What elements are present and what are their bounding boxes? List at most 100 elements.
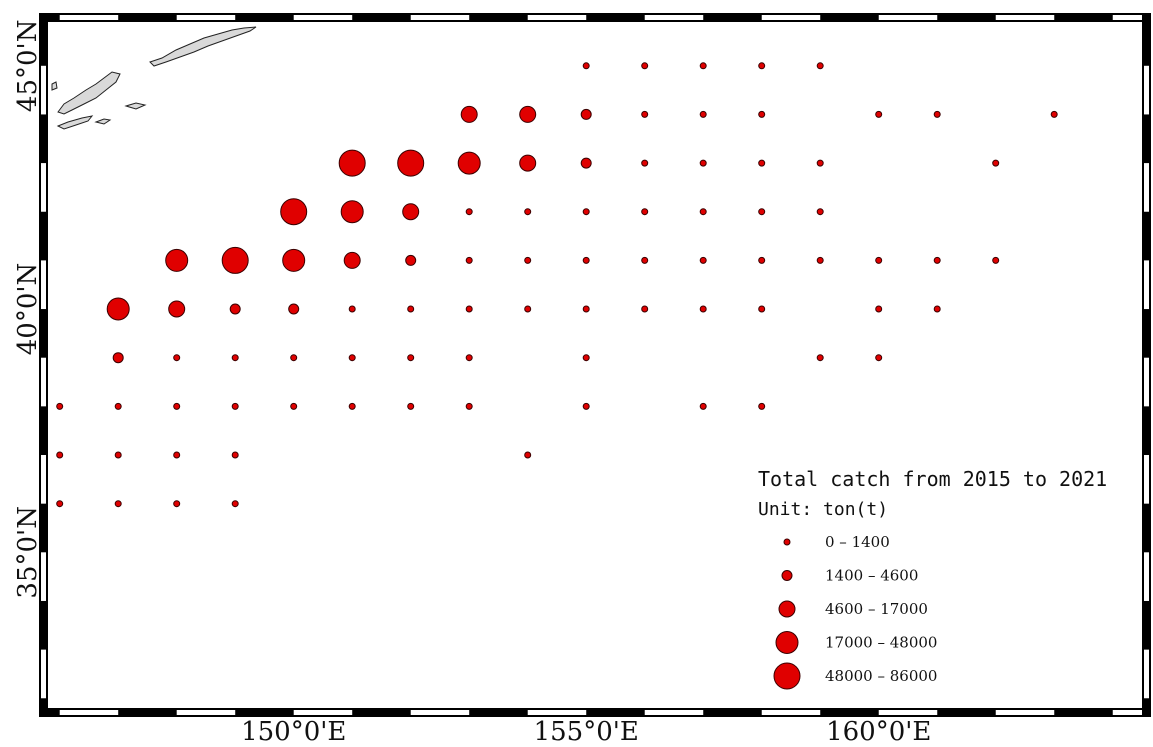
catch-marker-55 xyxy=(465,305,473,313)
catch-marker-69 xyxy=(465,354,473,362)
frame-segment xyxy=(41,163,46,212)
legend-range-label: 48000 – 86000 xyxy=(825,667,937,685)
catch-marker-50 xyxy=(168,300,186,318)
frame-segment xyxy=(761,15,821,20)
frame-segment xyxy=(1112,15,1142,20)
legend-range-label: 17000 – 48000 xyxy=(825,634,937,652)
catch-marker-8 xyxy=(641,110,649,118)
catch-marker-28 xyxy=(524,208,532,216)
frame-segment xyxy=(527,710,587,715)
frame-segment xyxy=(761,710,821,715)
catch-marker-39 xyxy=(465,256,473,264)
catch-marker-45 xyxy=(816,256,824,264)
catch-marker-64 xyxy=(173,354,181,362)
catch-marker-76 xyxy=(231,402,239,410)
catch-marker-84 xyxy=(56,451,64,459)
catch-marker-71 xyxy=(816,354,824,362)
catch-marker-46 xyxy=(875,256,883,264)
catch-marker-77 xyxy=(290,402,298,410)
catch-marker-68 xyxy=(407,354,415,362)
catch-marker-27 xyxy=(465,208,473,216)
catch-marker-91 xyxy=(173,500,181,508)
catch-marker-66 xyxy=(290,354,298,362)
catch-markers xyxy=(56,62,1058,508)
catch-marker-43 xyxy=(699,256,707,264)
catch-marker-4 xyxy=(816,62,824,70)
catch-marker-7 xyxy=(580,108,592,120)
catch-marker-70 xyxy=(582,354,590,362)
map-panel xyxy=(48,22,1142,708)
frame-segment xyxy=(41,357,46,407)
frame-segment xyxy=(878,710,938,715)
catch-marker-42 xyxy=(641,256,649,264)
y-tick-label: 45°0'N xyxy=(13,20,43,113)
catch-marker-63 xyxy=(112,352,124,364)
catch-marker-19 xyxy=(641,159,649,167)
frame-segment xyxy=(1144,65,1149,115)
catch-marker-49 xyxy=(106,297,130,321)
legend: Total catch from 2015 to 2021 Unit: ton(… xyxy=(758,467,1107,690)
catch-marker-16 xyxy=(457,151,481,175)
frame-segment xyxy=(1144,260,1149,310)
frame-segment xyxy=(644,15,704,20)
legend-marker-2 xyxy=(781,570,793,581)
catch-marker-65 xyxy=(231,354,239,362)
catch-marker-51 xyxy=(229,303,241,315)
legend-marker-1 xyxy=(783,538,791,546)
catch-marker-10 xyxy=(758,110,766,118)
legend-title: Total catch from 2015 to 2021 xyxy=(758,467,1107,491)
catch-marker-32 xyxy=(758,208,766,216)
catch-marker-87 xyxy=(231,451,239,459)
catch-marker-47 xyxy=(933,256,941,264)
catch-marker-36 xyxy=(282,248,306,272)
frame-segment xyxy=(59,15,119,20)
catch-marker-56 xyxy=(524,305,532,313)
catch-marker-6 xyxy=(519,105,537,123)
x-tick-label: 160°0'E xyxy=(826,717,931,747)
frame-segment xyxy=(41,552,46,601)
catch-marker-41 xyxy=(582,256,590,264)
catch-marker-80 xyxy=(465,402,473,410)
catch-marker-75 xyxy=(173,402,181,410)
legend-marker-3 xyxy=(778,600,796,618)
legend-range-label: 0 – 1400 xyxy=(825,533,890,551)
catch-marker-62 xyxy=(933,305,941,313)
catch-marker-58 xyxy=(641,305,649,313)
legend-range-label: 1400 – 4600 xyxy=(825,567,918,585)
catch-marker-17 xyxy=(519,154,537,172)
catch-marker-5 xyxy=(460,105,478,123)
frame-segment xyxy=(1144,455,1149,504)
catch-marker-85 xyxy=(114,451,122,459)
catch-marker-88 xyxy=(524,451,532,459)
catch-marker-81 xyxy=(582,402,590,410)
catch-marker-52 xyxy=(288,303,300,315)
frame-segment xyxy=(995,15,1055,20)
catch-marker-59 xyxy=(699,305,707,313)
catch-marker-31 xyxy=(699,208,707,216)
catch-marker-82 xyxy=(699,402,707,410)
catch-marker-78 xyxy=(348,402,356,410)
catch-marker-22 xyxy=(816,159,824,167)
catch-marker-53 xyxy=(348,305,356,313)
frame-segment xyxy=(176,710,236,715)
frame-segment xyxy=(176,15,236,20)
frame-segment xyxy=(1112,710,1142,715)
frame-segment xyxy=(527,15,587,20)
frame-segment xyxy=(410,15,470,20)
frame-segment xyxy=(41,65,46,115)
catch-marker-2 xyxy=(699,62,707,70)
catch-marker-86 xyxy=(173,451,181,459)
frame-segment xyxy=(878,15,938,20)
catch-marker-72 xyxy=(875,354,883,362)
y-tick-labels: 35°0'N 40°0'N 45°0'N xyxy=(13,20,43,599)
frame-segment xyxy=(1144,163,1149,212)
legend-marker-5 xyxy=(773,662,801,690)
catch-marker-18 xyxy=(580,157,592,169)
catch-marker-34 xyxy=(165,248,189,272)
catch-marker-9 xyxy=(699,110,707,118)
catch-marker-35 xyxy=(221,246,249,274)
land-coastline xyxy=(51,26,257,130)
frame-segment xyxy=(41,649,46,699)
catch-marker-74 xyxy=(114,402,122,410)
catch-marker-38 xyxy=(405,254,417,266)
